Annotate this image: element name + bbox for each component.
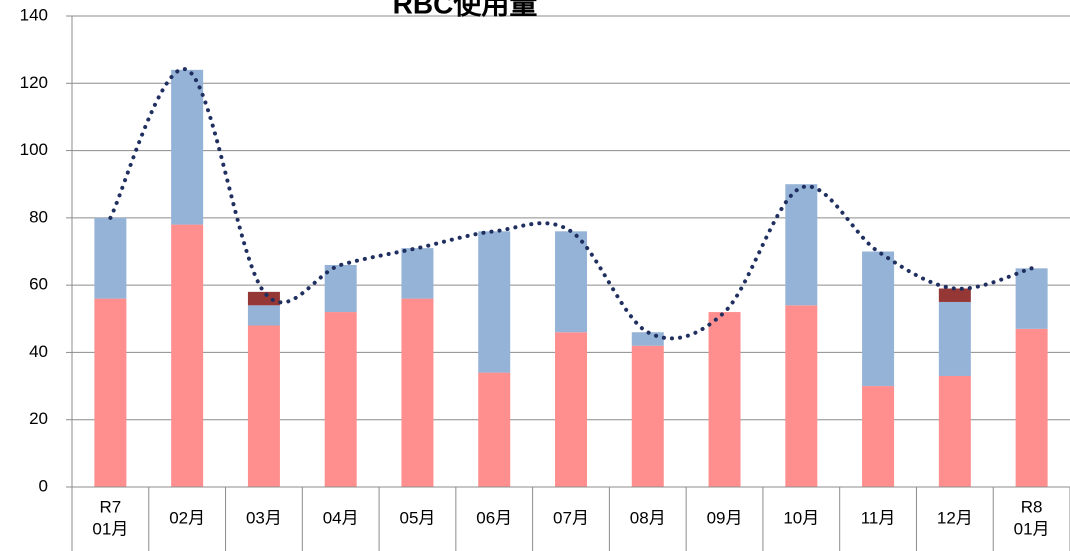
bar-segment xyxy=(1015,328,1048,487)
bar-segment xyxy=(324,312,357,487)
bar-segment xyxy=(94,217,127,299)
bar-segment xyxy=(708,312,741,487)
bar-segment xyxy=(555,231,587,333)
x-tick-label: 02月 xyxy=(169,508,205,527)
x-tick-label: 11月 xyxy=(861,508,896,527)
x-tick-label: 05月 xyxy=(400,508,436,527)
y-tick-label: 80 xyxy=(29,207,48,226)
x-tick-label: 07月 xyxy=(553,508,589,527)
x-tick-label: 03月 xyxy=(246,508,282,527)
bar-segment xyxy=(1015,268,1048,329)
bar-segment xyxy=(478,231,511,373)
x-tick-label: R8 xyxy=(1021,497,1043,516)
bar-segment xyxy=(401,248,434,299)
bar-segment xyxy=(324,264,357,313)
bar-segment xyxy=(862,386,895,487)
y-tick-label: 100 xyxy=(20,140,48,159)
y-tick-label: 120 xyxy=(20,73,48,92)
bar-segment xyxy=(247,325,280,487)
bar-segment xyxy=(171,224,204,488)
y-tick-label: 20 xyxy=(29,409,48,428)
bar-segment xyxy=(171,69,204,225)
bar-segment xyxy=(401,298,434,487)
x-tick-label: 09月 xyxy=(707,508,743,527)
x-tick-label: 01月 xyxy=(1014,519,1050,538)
y-tick-label: 40 xyxy=(29,342,48,361)
y-tick-label: 60 xyxy=(29,275,48,294)
bar-segment xyxy=(555,332,587,487)
y-tick-label: 140 xyxy=(20,5,48,24)
bar-segment xyxy=(938,301,971,376)
total-line xyxy=(108,67,1034,341)
bar-segment xyxy=(862,251,895,387)
x-tick-label: 10月 xyxy=(783,508,819,527)
bar-segment xyxy=(938,288,971,302)
bar-segment xyxy=(785,184,818,306)
y-tick-label: 0 xyxy=(39,476,48,495)
chart-title: RBC使用量 xyxy=(393,0,538,19)
x-tick-label: 01月 xyxy=(92,519,128,538)
bar-segment xyxy=(478,372,511,487)
bar-segment xyxy=(94,298,127,487)
x-tick-label: 06月 xyxy=(476,508,512,527)
bar-segment xyxy=(247,291,280,306)
x-tick-label: R7 xyxy=(100,497,122,516)
x-tick-label: 08月 xyxy=(630,508,666,527)
bar-segment xyxy=(938,375,971,487)
x-tick-label: 12月 xyxy=(937,508,973,527)
x-tick-label: 04月 xyxy=(323,508,359,527)
bar-segment xyxy=(785,305,818,487)
bar-segment xyxy=(247,305,280,326)
bar-segment xyxy=(631,345,664,487)
